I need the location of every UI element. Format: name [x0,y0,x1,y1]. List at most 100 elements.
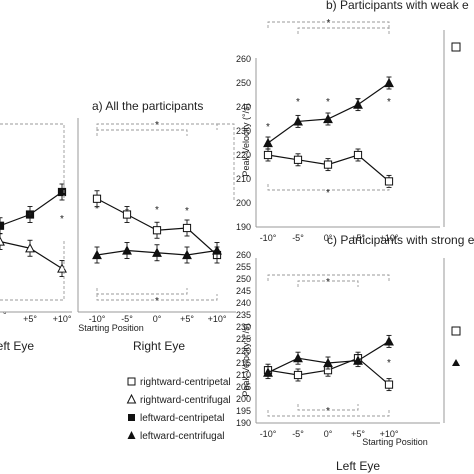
chart-c-tick-label: -5° [292,429,304,439]
chart-b-top-bracket [267,21,390,28]
legend: rightward-centripetal rightward-centrifu… [126,377,231,442]
chart-c-ytick-label: 220 [236,346,251,356]
chart-a-bottom-bracket-star: * [155,296,159,307]
chart-c-ytick-label: 230 [236,322,251,332]
chart-b-ytick-label: 200 [236,198,251,208]
chart-a-right-point [212,245,222,255]
chart-b-tick-label: -10° [260,233,277,243]
chart-b-ytick-label: 220 [236,150,251,160]
chart-c-ylabel: Peak Velocity (°/s) [241,323,251,396]
chart-c-ytick-label: 245 [236,286,251,296]
chart-a-right-eye-label: Right Eye [133,339,185,353]
chart-b-top-bracket [297,27,390,34]
chart-b-point [384,177,394,186]
chart-c-point [323,357,333,368]
chart-b-top-bracket-star: * [327,18,331,29]
chart-a-right-tick-label: -5° [121,314,133,324]
chart-c-point [293,353,303,363]
chart-c-ytick-label: 205 [236,382,251,392]
legend-open-square-icon [127,377,136,386]
chart-b-ytick-label: 210 [236,174,251,184]
chart-a-right-point [122,210,132,219]
chart-a-significance-star: * [60,214,64,225]
chart-a-left-series-line [0,240,63,270]
chart-a-side-bracket [217,123,235,200]
chart-a-bottom-bracket [96,294,218,301]
chart-a-significance-star: * [28,211,32,222]
chart-c-point [263,367,273,377]
chart-c-tick-label: 0° [324,429,333,439]
chart-a-left-eye-label: Left Eye [0,339,34,353]
chart-c-ytick-label: 260 [236,250,251,260]
chart-c-clipped-point [451,326,461,336]
chart-b-point [293,116,303,126]
chart-c-top-bracket [297,280,359,287]
chart-c-ytick-label: 250 [236,274,251,284]
chart-a-top-bracket [96,123,218,130]
chart-c-bottom-bracket [297,404,359,411]
legend-filled-square-icon [128,414,135,421]
chart-c-xlabel: Starting Position [362,437,428,447]
chart-c-tick-label: -10° [260,429,277,439]
chart-a-significance-star: * [185,206,189,217]
chart-b-ylabel: Peak Velocity (°/s) [241,103,251,176]
chart-b-significance-star: * [326,97,330,108]
chart-a-left-tick-partial: ° [3,310,7,320]
chart-b-point [353,99,363,109]
chart-c-point [353,355,363,365]
chart-c-ytick-label: 240 [236,298,251,308]
chart-c-ytick-label: 195 [236,406,251,416]
chart-a-right-tick-label: -10° [89,314,106,324]
chart-b-significance-star: * [266,122,270,133]
legend-label: leftward-centripetal [140,413,224,424]
chart-b-point [263,150,273,160]
chart-a-right-point [152,247,162,257]
chart-a-title: a) All the participants [92,99,203,113]
chart-c-point [293,370,303,380]
chart-a-right-point [122,245,132,255]
chart-b-ytick-label: 250 [236,78,251,88]
chart-c-ytick-label: 215 [236,358,251,368]
chart-b-significance-star: * [296,97,300,108]
chart-c-point [384,380,394,389]
chart-c-left-eye-label: Left Eye [336,459,380,473]
chart-a-xlabel: Starting Position [78,323,144,333]
chart-b-point [384,77,394,88]
chart-b-bottom-bracket [267,184,390,191]
legend-label: rightward-centripetal [140,377,231,388]
chart-c-bottom-bracket [267,410,390,417]
chart-a-left-tick-label: +5° [23,314,37,324]
chart-b-significance-star: * [326,188,330,199]
chart-c-tick-label: +10° [380,429,399,439]
chart-b-ytick-label: 260 [236,54,251,64]
chart-c-ytick-label: 200 [236,394,251,404]
chart-a-left-series-line [0,191,63,227]
chart-a-right-point [182,249,192,260]
chart-c-significance-star: * [387,358,391,369]
chart-a-left-point [25,210,35,219]
chart-b-point [353,150,363,160]
chart-a-left-point [0,236,5,246]
chart-b-significance-star: * [387,97,391,108]
legend-label: leftward-centrifugal [140,431,224,442]
chart-b-point [323,113,333,124]
chart-a-left-point [57,187,67,197]
chart-a-right-point [92,249,102,260]
chart-b-point [323,160,333,169]
chart-a-bottom-bracket [96,288,188,295]
chart-a-right-point [92,194,102,203]
chart-a-right-point [182,223,192,233]
chart-c-bottom-bracket-star: * [326,406,330,417]
chart-b-tick-label: +10° [380,233,399,243]
chart-a-left-tick-label: +10° [53,314,72,324]
chart-c-ytick-label: 225 [236,334,251,344]
chart-a-left-point [25,243,35,253]
chart-a-right-tick-label: +10° [208,314,227,324]
chart-a-significance-star: * [125,207,129,218]
chart-b-ytick-label: 190 [236,222,251,232]
chart-b-significance-star: * [356,97,360,108]
chart-a-top-bracket-star: * [155,120,159,131]
chart-a-right-tick-label: +5° [180,314,194,324]
chart-c-top-bracket-star: * [326,277,330,288]
